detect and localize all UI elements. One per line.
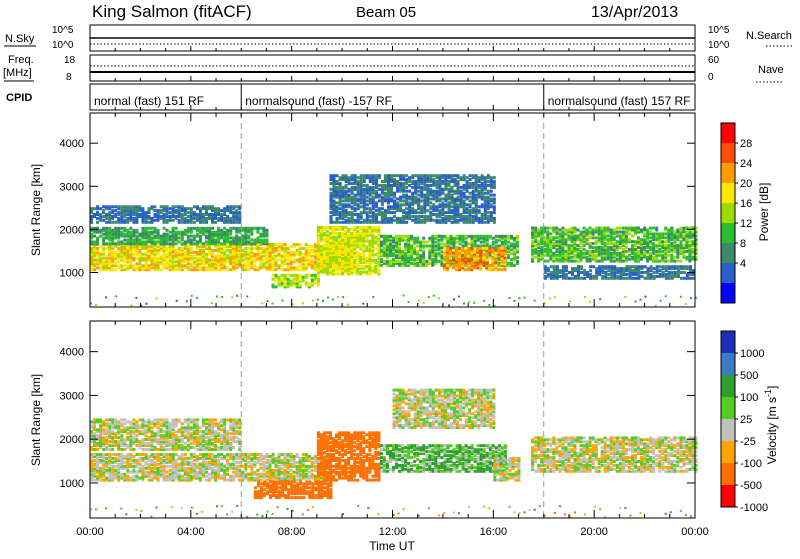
colorbar-swatch: [721, 485, 735, 508]
colorbar-tick-label: 4: [740, 258, 746, 270]
colorbar-tick-label: 20: [740, 178, 752, 190]
colorbar-tick-label: -500: [740, 480, 762, 492]
velocity-colorbar-label: Velocity [m s-1]: [763, 386, 779, 465]
x-tick-label: 08:00: [278, 526, 306, 538]
velocity-panel-frame: [90, 321, 695, 518]
x-axis-label: Time UT: [369, 539, 415, 553]
cpid-segment-label: normalsound (fast) -157 RF: [245, 94, 392, 108]
cpid-strip: CPID normal (fast) 151 RF normalsound (fa…: [6, 84, 695, 110]
beam-title: Beam 05: [356, 4, 416, 21]
y-tick-label: 3000: [60, 181, 84, 193]
colorbar-swatch: [721, 441, 735, 464]
colorbar-tick-label: -1000: [740, 502, 768, 514]
colorbar-tick-label: 100: [740, 392, 758, 404]
colorbar-swatch: [721, 163, 735, 184]
colorbar-swatch: [721, 331, 735, 354]
freq-strip: Freq. [MHz] 18 8 Nave 60 0: [3, 54, 784, 83]
cpid-segment-label: normalsound (fast) 157 RF: [548, 94, 691, 108]
date-title: 13/Apr/2013: [591, 4, 678, 21]
cpid-label: CPID: [6, 92, 32, 104]
x-tick-label: 12:00: [379, 526, 407, 538]
colorbar-swatch: [721, 243, 735, 264]
colorbar-swatch: [721, 463, 735, 486]
freq-label: Freq.: [8, 54, 34, 66]
nave-tick-bottom: 0: [708, 72, 714, 83]
x-tick-label: 20:00: [580, 526, 608, 538]
y-tick-label: 2000: [60, 434, 84, 446]
power-ylabel: Slant Range [km]: [29, 164, 43, 256]
nsearch-tick-bottom: 10^0: [708, 40, 730, 51]
nsearch-tick-top: 10^5: [708, 25, 730, 36]
x-tick-label: 00:00: [681, 526, 709, 538]
velocity-ylabel: Slant Range [km]: [29, 374, 43, 466]
colorbar-tick-label: 12: [740, 218, 752, 230]
colorbar-swatch: [721, 283, 735, 304]
colorbar-tick-label: 28: [740, 138, 752, 150]
colorbar-swatch: [721, 419, 735, 442]
x-tick-label: 00:00: [76, 526, 104, 538]
nave-tick-top: 60: [708, 55, 720, 66]
x-tick-label: 16:00: [480, 526, 508, 538]
cpid-segment-label: normal (fast) 151 RF: [94, 94, 204, 108]
colorbar-swatch: [721, 203, 735, 224]
y-tick-label: 1000: [60, 268, 84, 280]
freq-tick-top: 18: [64, 55, 76, 66]
colorbar-swatch: [721, 353, 735, 376]
colorbar-tick-label: 24: [740, 158, 752, 170]
power-panel: 1000 2000 3000 4000: [60, 113, 698, 307]
nsky-tick-top: 10^5: [52, 25, 74, 36]
colorbar-tick-label: 8: [740, 238, 746, 250]
velocity-colorbar: 1000 500 100 25 -25 -100 -500 -1000: [721, 331, 768, 514]
nsearch-label: N.Search: [746, 30, 792, 42]
nsky-strip: N.Sky 10^5 10^0 N.Search 10^5 10^0: [4, 25, 792, 51]
colorbar-tick-label: 25: [740, 414, 752, 426]
station-title: King Salmon (fitACF): [92, 2, 252, 21]
power-colorbar: 28 24 20 16 12 8 4: [721, 123, 752, 304]
colorbar-swatch: [721, 183, 735, 204]
nsky-label: N.Sky: [5, 33, 35, 45]
colorbar-tick-label: 16: [740, 198, 752, 210]
colorbar-swatch: [721, 397, 735, 420]
y-tick-label: 2000: [60, 224, 84, 236]
y-tick-label: 1000: [60, 478, 84, 490]
y-tick-label: 4000: [60, 138, 84, 150]
y-tick-label: 3000: [60, 390, 84, 402]
velocity-panel: 1000 2000 3000 4000: [60, 321, 698, 518]
colorbar-tick-label: 1000: [740, 348, 764, 360]
freq-unit: [MHz]: [3, 67, 32, 79]
nsky-tick-bottom: 10^0: [52, 40, 74, 51]
y-tick-label: 4000: [60, 347, 84, 359]
colorbar-swatch: [721, 143, 735, 164]
colorbar-tick-label: -100: [740, 458, 762, 470]
power-colorbar-label: Power [dB]: [757, 183, 771, 242]
colorbar-swatch: [721, 263, 735, 284]
colorbar-tick-label: -25: [740, 436, 756, 448]
colorbar-swatch: [721, 123, 735, 144]
colorbar-tick-label: 500: [740, 370, 758, 382]
x-tick-label: 04:00: [177, 526, 205, 538]
colorbar-swatch: [721, 223, 735, 244]
colorbar-swatch: [721, 375, 735, 398]
freq-tick-bottom: 8: [66, 72, 72, 83]
nave-label: Nave: [758, 64, 784, 76]
